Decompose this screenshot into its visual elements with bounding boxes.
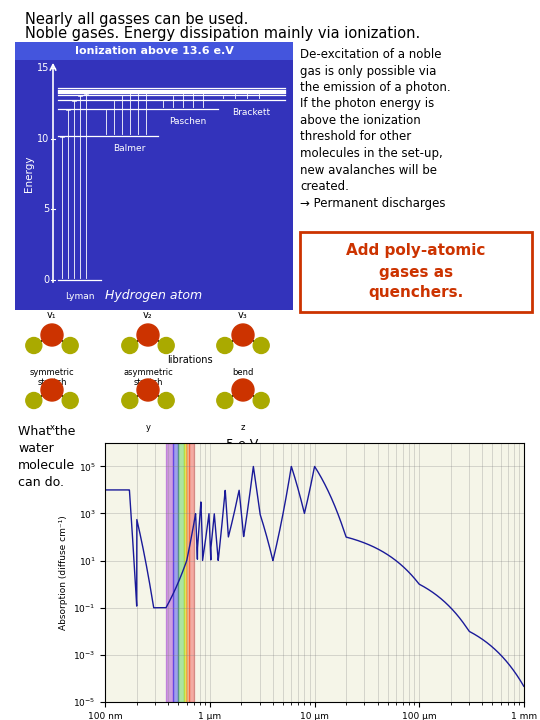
Text: v₃: v₃ xyxy=(238,310,248,320)
Text: 10: 10 xyxy=(37,134,49,144)
Text: librations: librations xyxy=(167,355,213,365)
Text: z: z xyxy=(241,423,245,432)
Text: Energy: Energy xyxy=(24,156,34,192)
Circle shape xyxy=(217,338,233,354)
Text: y: y xyxy=(145,423,151,432)
Text: What the
water
molecule
can do.: What the water molecule can do. xyxy=(18,425,76,489)
Text: Lyman: Lyman xyxy=(65,292,94,301)
Text: Nearly all gasses can be used.: Nearly all gasses can be used. xyxy=(25,12,248,27)
Bar xyxy=(15,42,293,60)
Text: 15: 15 xyxy=(37,63,49,73)
Bar xyxy=(300,232,532,312)
Bar xyxy=(15,42,293,310)
Text: Noble gases. Energy dissipation mainly via ionization.: Noble gases. Energy dissipation mainly v… xyxy=(25,26,420,41)
Circle shape xyxy=(26,392,42,408)
Text: Paschen: Paschen xyxy=(170,117,207,126)
Circle shape xyxy=(62,392,78,408)
Bar xyxy=(166,443,173,702)
Text: bend: bend xyxy=(232,368,254,377)
Circle shape xyxy=(253,338,269,354)
Circle shape xyxy=(62,338,78,354)
Circle shape xyxy=(253,392,269,408)
Text: x: x xyxy=(50,423,55,432)
Circle shape xyxy=(137,324,159,346)
Circle shape xyxy=(217,392,233,408)
Circle shape xyxy=(158,338,174,354)
Text: Balmer: Balmer xyxy=(113,144,146,153)
Circle shape xyxy=(26,338,42,354)
Circle shape xyxy=(232,324,254,346)
Text: symmetric
stretch: symmetric stretch xyxy=(30,368,75,387)
Circle shape xyxy=(122,338,138,354)
Circle shape xyxy=(122,392,138,408)
Circle shape xyxy=(41,379,63,401)
Text: 0: 0 xyxy=(43,275,49,285)
Text: 5 e.V: 5 e.V xyxy=(226,438,258,451)
Y-axis label: Absorption (diffuse cm⁻¹): Absorption (diffuse cm⁻¹) xyxy=(59,515,68,630)
Text: Add poly-atomic
gases as
quenchers.: Add poly-atomic gases as quenchers. xyxy=(346,243,485,300)
Circle shape xyxy=(232,379,254,401)
Text: 5: 5 xyxy=(43,204,49,215)
Text: De-excitation of a noble
gas is only possible via
the emission of a photon.
If t: De-excitation of a noble gas is only pos… xyxy=(300,48,450,210)
Bar xyxy=(184,443,186,702)
Circle shape xyxy=(41,324,63,346)
Text: Ionization above 13.6 e.V: Ionization above 13.6 e.V xyxy=(75,46,233,56)
Text: Brackett: Brackett xyxy=(232,108,271,117)
Text: v₁: v₁ xyxy=(47,310,57,320)
Bar xyxy=(186,443,188,702)
Text: v₂: v₂ xyxy=(143,310,153,320)
Text: Hydrogen atom: Hydrogen atom xyxy=(105,289,202,302)
Bar xyxy=(173,443,178,702)
Text: asymmetric
stretch: asymmetric stretch xyxy=(123,368,173,387)
Circle shape xyxy=(158,392,174,408)
Bar xyxy=(188,443,194,702)
Bar xyxy=(178,443,184,702)
Circle shape xyxy=(137,379,159,401)
